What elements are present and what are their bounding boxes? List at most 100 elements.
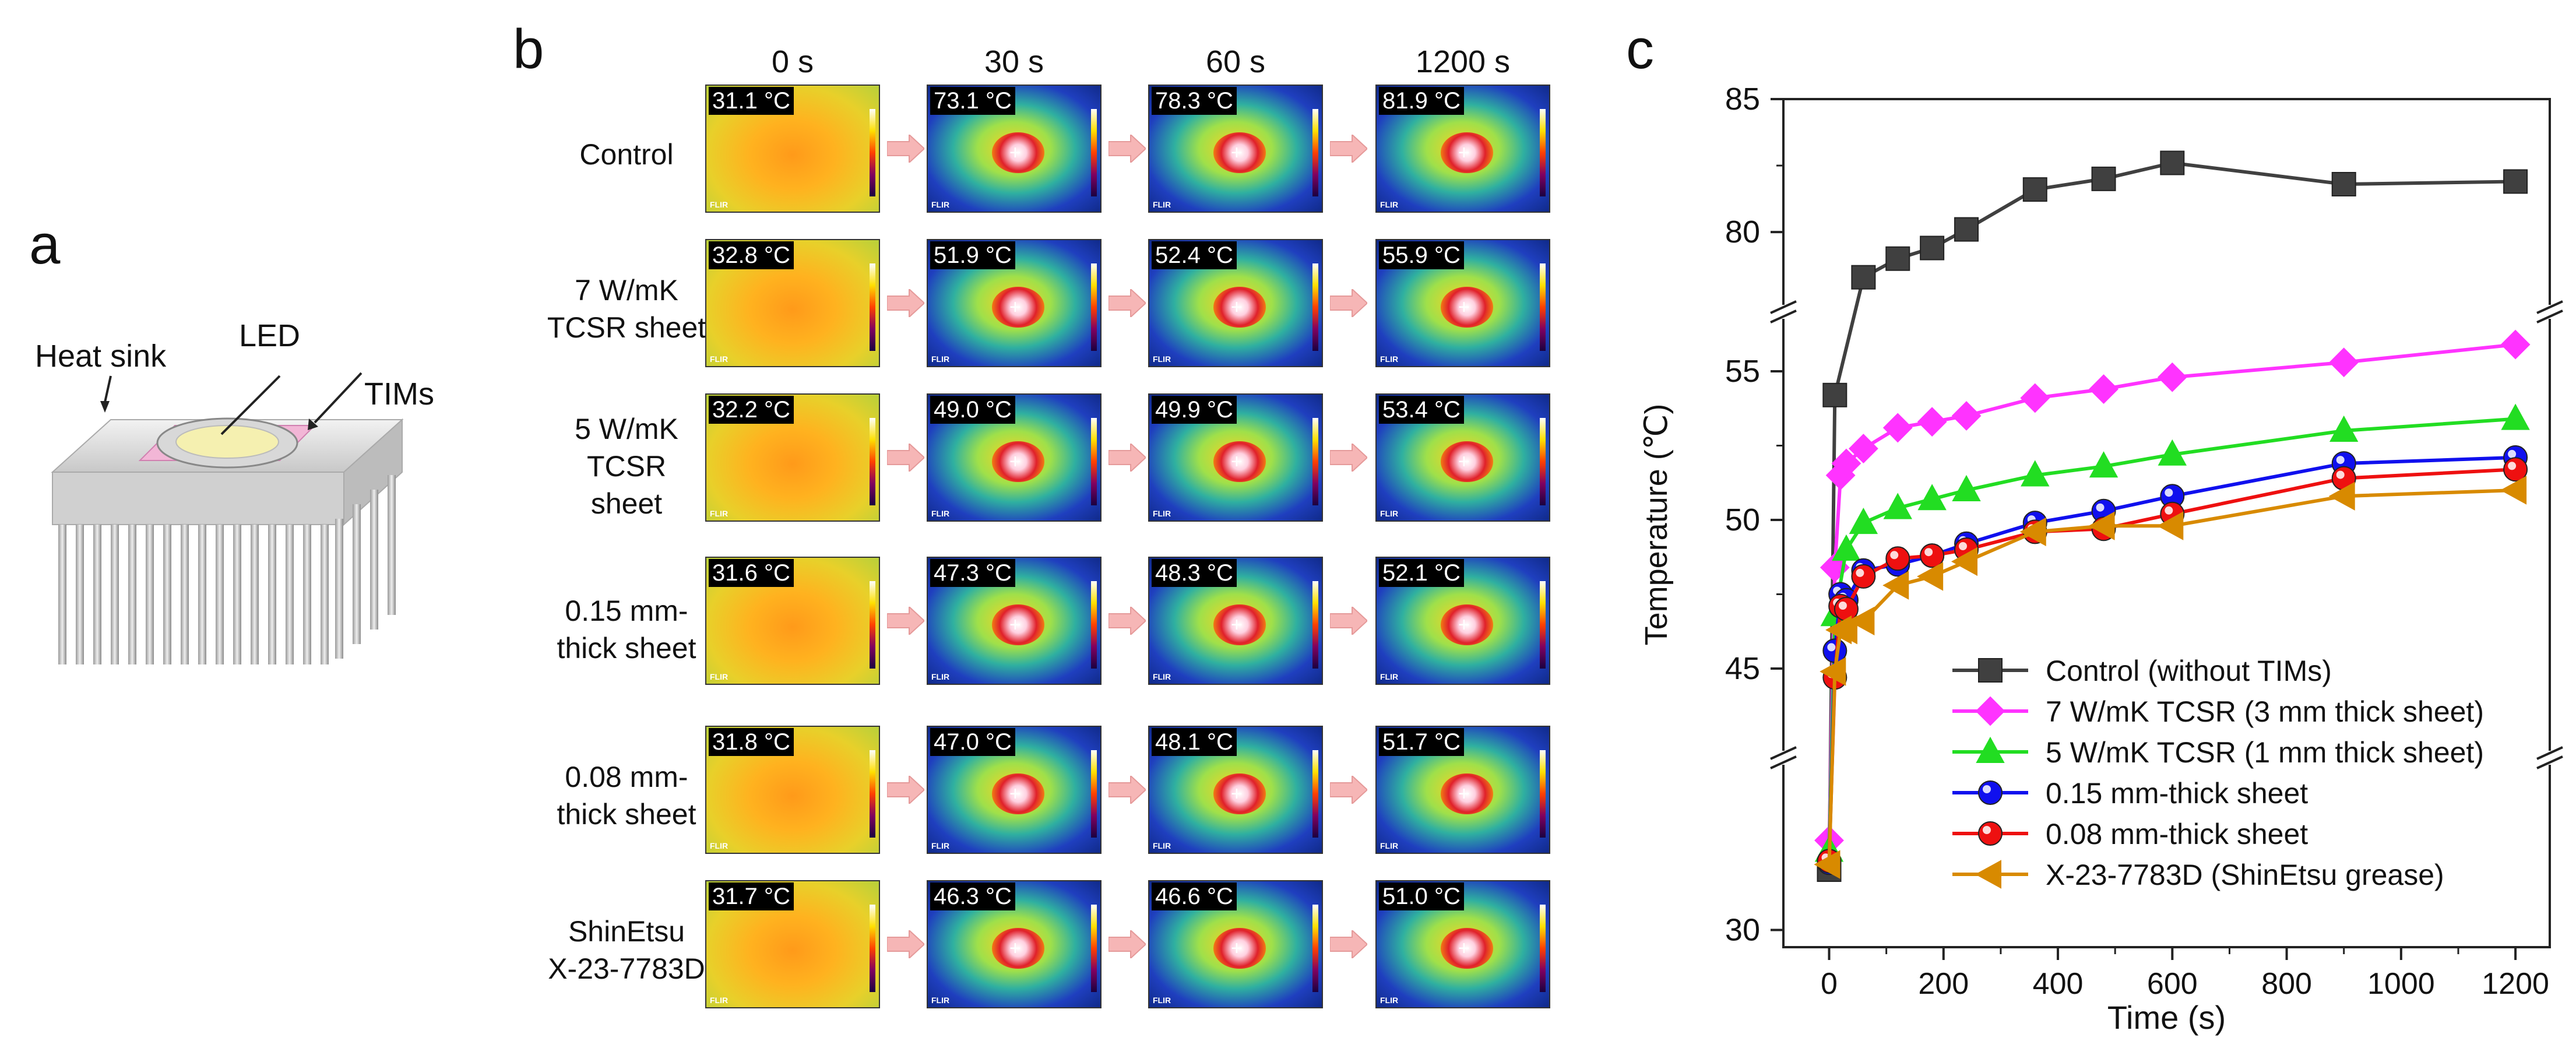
heat-sink-illustration <box>51 372 404 664</box>
data-point <box>2021 460 2050 487</box>
flir-logo: FLIR <box>931 509 950 518</box>
data-point <box>1822 382 1847 407</box>
data-point <box>1820 657 1846 686</box>
legend-label: 5 W/mK TCSR (1 mm thick sheet) <box>2046 736 2484 769</box>
arrow-right-icon <box>887 289 924 317</box>
time-header: 0 s <box>771 44 814 79</box>
hot-spot <box>992 441 1044 482</box>
data-point <box>2022 177 2047 202</box>
hot-spot <box>1441 287 1493 328</box>
data-point <box>2331 172 2356 196</box>
sample-row-label-line: X-23-7783D <box>548 952 705 985</box>
flir-logo: FLIR <box>931 672 950 681</box>
color-scale-bar <box>1091 418 1097 505</box>
thermal-image: 32.2 °C FLIR <box>705 393 880 522</box>
legend-marker <box>1976 736 2005 763</box>
sample-row-label: 7 W/mK TCSR sheet <box>545 272 708 346</box>
data-point <box>2019 517 2046 547</box>
hot-spot <box>992 604 1044 645</box>
x-tick-label: 0 <box>1821 967 1838 1001</box>
data-point <box>1831 448 1861 479</box>
flir-logo: FLIR <box>710 841 729 850</box>
color-scale-bar <box>1312 750 1318 838</box>
color-scale-bar <box>1540 581 1546 669</box>
crosshair-icon: + <box>1009 142 1021 164</box>
data-point <box>1952 474 1981 501</box>
crosshair-icon: + <box>1458 296 1470 318</box>
color-scale-bar <box>1091 750 1097 838</box>
data-point-highlight <box>2336 456 2345 465</box>
thermal-image: 31.6 °C FLIR <box>705 557 880 685</box>
sample-row-label: Control <box>545 136 708 173</box>
flir-logo: FLIR <box>1380 509 1399 518</box>
crosshair-icon: + <box>1009 451 1021 473</box>
sample-row-label-line: thick sheet <box>557 798 696 831</box>
data-point <box>1954 217 1979 242</box>
axis-break-mark <box>1770 746 1797 760</box>
arrow-right-icon <box>887 444 924 472</box>
sample-row-label-line: TCSR sheet <box>547 311 706 344</box>
color-scale-bar <box>870 581 875 669</box>
flir-logo: FLIR <box>1153 354 1171 364</box>
max-temperature-readout: 51.0 °C <box>1379 882 1464 910</box>
arrow-right-icon <box>1108 776 1146 804</box>
color-scale-bar <box>870 905 875 992</box>
panel-a-letter: a <box>29 213 61 276</box>
hot-spot <box>1441 441 1493 482</box>
color-scale-bar <box>1312 263 1318 351</box>
thermal-image: +52.4 °C FLIR <box>1148 239 1323 367</box>
max-temperature-readout: 46.6 °C <box>1152 882 1237 910</box>
heat-sink-fins <box>58 475 396 664</box>
data-point <box>2157 511 2184 540</box>
y-tick-label: 30 <box>1725 912 1760 947</box>
sample-row-label-line: ShinEtsu <box>568 915 685 948</box>
axis-break-mark <box>1770 300 1797 314</box>
sample-row-label-line: Control <box>579 138 674 171</box>
sample-row-label: 0.08 mm-thick sheet <box>545 758 708 833</box>
axis-break-mark <box>2536 755 2563 769</box>
crosshair-icon: + <box>1231 296 1243 318</box>
max-temperature-readout: 73.1 °C <box>930 87 1015 115</box>
crosshair-icon: + <box>1458 614 1470 636</box>
flir-logo: FLIR <box>931 996 950 1005</box>
arrow-right-icon <box>1330 289 1367 317</box>
data-point-highlight <box>1827 643 1836 652</box>
sample-row-label: ShinEtsu X-23-7783D <box>545 913 708 987</box>
crosshair-icon: + <box>1231 614 1243 636</box>
max-temperature-readout: 81.9 °C <box>1379 87 1464 115</box>
arrow-right-icon <box>1108 444 1146 472</box>
flir-logo: FLIR <box>710 672 729 681</box>
color-scale-bar <box>1091 581 1097 669</box>
arrow-right-icon <box>1108 289 1146 317</box>
hot-spot <box>1441 773 1493 814</box>
data-point <box>1848 606 1875 636</box>
thermal-image: 31.1 °C FLIR <box>705 85 880 213</box>
data-point <box>1832 534 1861 561</box>
crosshair-icon: + <box>1231 937 1243 959</box>
thermal-image: 31.7 °C FLIR <box>705 880 880 1008</box>
time-header: 30 s <box>984 44 1044 79</box>
arrow-right-icon <box>1108 135 1146 163</box>
flir-logo: FLIR <box>1153 996 1171 1005</box>
crosshair-icon: + <box>1458 451 1470 473</box>
x-axis-label: Time (s) <box>2107 999 2226 1036</box>
data-point <box>2329 415 2359 442</box>
color-scale-bar <box>1312 905 1318 992</box>
data-point-highlight <box>1838 602 1847 610</box>
crosshair-icon: + <box>1231 783 1243 805</box>
hot-spot <box>1213 441 1266 482</box>
hot-spot <box>992 773 1044 814</box>
data-point-highlight <box>1959 542 1968 550</box>
hot-spot <box>1213 132 1266 173</box>
max-temperature-readout: 51.9 °C <box>930 241 1015 269</box>
thermal-image: +47.0 °C FLIR <box>927 726 1102 854</box>
color-scale-bar <box>870 418 875 505</box>
flir-logo: FLIR <box>1153 200 1171 209</box>
sample-row-label-line: 5 W/mK <box>575 413 678 445</box>
thermal-image: +48.3 °C FLIR <box>1148 557 1323 685</box>
data-point <box>1851 564 1876 589</box>
color-scale-bar <box>1091 905 1097 992</box>
flir-logo: FLIR <box>1380 200 1399 209</box>
flir-logo: FLIR <box>1380 841 1399 850</box>
panel-c-letter: c <box>1626 18 1654 80</box>
